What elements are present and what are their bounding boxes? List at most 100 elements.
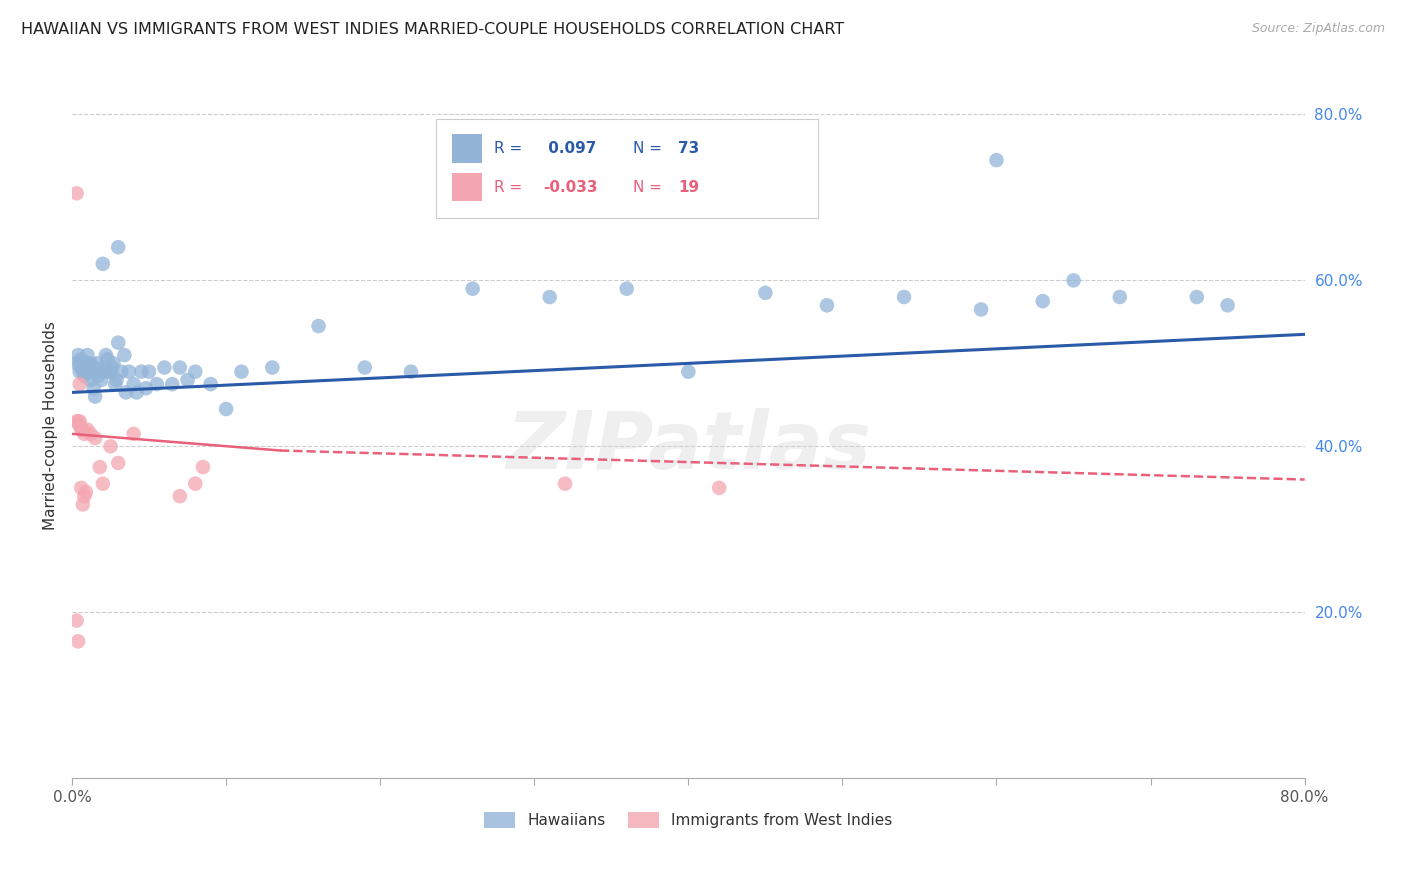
Point [94, 348, 117, 362]
Point [76, 356, 98, 370]
Point [91, 360, 114, 375]
Point [79, 426, 101, 441]
Point [69, 356, 91, 370]
Point [231, 365, 253, 379]
Point [84, 365, 107, 379]
Point [176, 373, 198, 387]
Point [107, 335, 129, 350]
Point [73, 360, 96, 375]
Point [115, 385, 138, 400]
Point [893, 290, 915, 304]
Point [66, 414, 89, 428]
Point [1185, 290, 1208, 304]
Point [72, 356, 94, 370]
Point [70, 360, 93, 375]
Point [461, 282, 484, 296]
Point [72, 365, 94, 379]
Point [184, 365, 207, 379]
Point [107, 456, 129, 470]
Point [184, 476, 207, 491]
Point [986, 153, 1008, 167]
Point [69, 414, 91, 428]
Point [80, 360, 103, 375]
Point [308, 319, 330, 334]
Point [77, 365, 100, 379]
Point [67, 414, 90, 428]
Point [75, 485, 97, 500]
Point [87, 368, 110, 383]
Point [69, 365, 91, 379]
Text: R =: R = [494, 141, 527, 156]
Point [122, 377, 145, 392]
Point [100, 365, 122, 379]
Point [169, 489, 191, 503]
Point [89, 460, 111, 475]
Point [73, 368, 96, 383]
Point [112, 348, 135, 362]
Point [153, 360, 176, 375]
Point [79, 356, 101, 370]
Point [191, 460, 214, 475]
Text: Source: ZipAtlas.com: Source: ZipAtlas.com [1251, 22, 1385, 36]
Point [200, 377, 222, 392]
Point [815, 298, 838, 312]
Point [91, 476, 114, 491]
Point [1216, 298, 1239, 312]
Point [70, 481, 93, 495]
Point [66, 186, 89, 201]
Point [72, 423, 94, 437]
Point [84, 431, 107, 445]
Point [104, 377, 127, 392]
Point [76, 423, 98, 437]
Point [707, 481, 730, 495]
Point [1108, 290, 1130, 304]
Point [69, 377, 91, 392]
FancyBboxPatch shape [451, 173, 482, 202]
Text: R =: R = [494, 179, 527, 194]
Point [554, 476, 576, 491]
Point [79, 373, 101, 387]
Point [75, 365, 97, 379]
Legend: Hawaiians, Immigrants from West Indies: Hawaiians, Immigrants from West Indies [478, 805, 898, 834]
Point [105, 373, 128, 387]
Point [399, 365, 422, 379]
Point [83, 381, 105, 395]
Y-axis label: Married-couple Households: Married-couple Households [44, 321, 58, 530]
Point [160, 377, 183, 392]
Point [101, 360, 124, 375]
Point [678, 365, 700, 379]
FancyBboxPatch shape [436, 119, 818, 218]
Point [754, 285, 776, 300]
Point [72, 497, 94, 511]
Text: HAWAIIAN VS IMMIGRANTS FROM WEST INDIES MARRIED-COUPLE HOUSEHOLDS CORRELATION CH: HAWAIIAN VS IMMIGRANTS FROM WEST INDIES … [21, 22, 845, 37]
Point [96, 352, 118, 367]
Text: 73: 73 [679, 141, 700, 156]
Point [70, 352, 93, 367]
Point [353, 360, 375, 375]
FancyBboxPatch shape [451, 135, 482, 162]
Point [67, 634, 90, 648]
Point [66, 614, 89, 628]
Point [76, 348, 98, 362]
Point [98, 365, 121, 379]
Point [73, 489, 96, 503]
Point [69, 418, 91, 433]
Point [89, 365, 111, 379]
Point [125, 385, 148, 400]
Point [215, 402, 238, 417]
Point [1032, 294, 1054, 309]
Point [103, 356, 125, 370]
Point [86, 356, 108, 370]
Point [110, 365, 132, 379]
Point [91, 257, 114, 271]
Point [93, 365, 115, 379]
Point [135, 381, 157, 395]
Point [100, 439, 122, 453]
Text: N =: N = [633, 179, 666, 194]
Point [73, 426, 96, 441]
Point [131, 365, 153, 379]
Point [169, 360, 191, 375]
Point [107, 240, 129, 254]
Text: 19: 19 [679, 179, 700, 194]
Point [67, 348, 90, 362]
